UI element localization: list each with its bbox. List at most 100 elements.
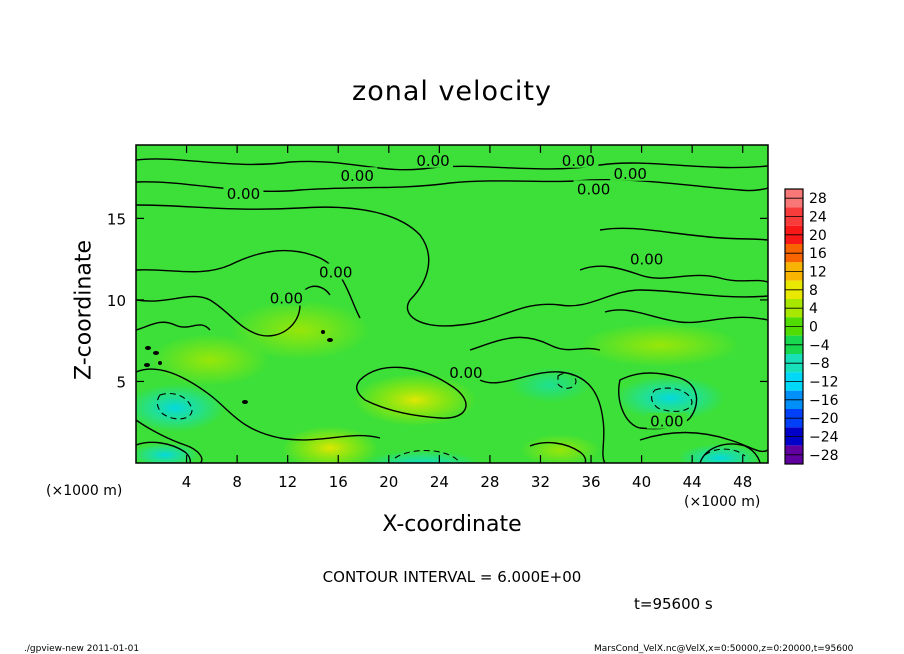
colorbar-label: 4 <box>809 301 818 317</box>
contour-line <box>136 249 361 319</box>
footer-left: ./gpview-new 2011-01-01 <box>24 644 140 654</box>
field-blob <box>580 323 740 367</box>
contour-label: 0.00 <box>650 413 683 431</box>
colorbar-label: −4 <box>809 338 830 354</box>
contour-line <box>618 372 698 430</box>
y-tick-label: 15 <box>107 210 126 228</box>
colorbar-label: 28 <box>809 191 827 207</box>
x-tick-label: 44 <box>683 473 702 491</box>
contour-label-bg <box>413 151 454 168</box>
chart-title: zonal velocity <box>352 76 552 107</box>
contour-label: 0.00 <box>416 152 449 170</box>
contour-line <box>599 227 768 241</box>
contour-label: 0.00 <box>319 263 352 281</box>
contour-label: 0.00 <box>270 290 303 308</box>
contour-line <box>604 309 768 324</box>
footer-right: MarsCond_VelX.nc@VelX,x=0:50000,z=0:2000… <box>594 644 854 654</box>
field-blob <box>615 376 725 420</box>
colorbar-label: 16 <box>809 246 827 262</box>
x-tick-label: 12 <box>278 473 297 491</box>
small-islands <box>144 330 333 404</box>
negative-contour <box>557 372 577 389</box>
small-island <box>321 330 325 334</box>
contour-label-bg <box>610 164 651 181</box>
colorbar-label: −20 <box>809 411 839 427</box>
contour-label-bg <box>337 167 378 184</box>
contour-label-bg <box>558 151 599 168</box>
x-axis-label: X-coordinate <box>382 512 522 537</box>
contour-label-bg <box>445 363 486 380</box>
contour-line <box>136 441 191 463</box>
colorbar-label: −24 <box>809 430 839 446</box>
contour-line <box>579 265 768 283</box>
contour-label: 0.00 <box>227 185 260 203</box>
x-ticks: 4 8 12 16 20 24 28 32 36 40 44 48 <box>182 145 752 491</box>
contour-label-bg <box>573 180 614 197</box>
contour-label-bg <box>223 185 264 202</box>
contour-label: 0.00 <box>614 165 647 183</box>
contour-label: 0.00 <box>562 152 595 170</box>
field-blob <box>520 434 600 463</box>
x-tick-label: 28 <box>480 473 499 491</box>
colorbar-label: −16 <box>809 393 839 409</box>
x-tick-label: 8 <box>232 473 242 491</box>
contour-label: 0.00 <box>630 250 663 268</box>
negative-contour <box>651 387 693 412</box>
x-tick-label: 36 <box>581 473 600 491</box>
colorbar-label: 12 <box>809 265 827 281</box>
negative-contour <box>704 448 746 457</box>
colorbar: 28 24 20 16 12 8 4 0 −4 −8 −12 −16 −20 −24 −28 <box>784 188 839 465</box>
field-blob <box>353 374 477 426</box>
x-tick-label: 24 <box>430 473 449 491</box>
field-blob <box>136 384 225 432</box>
negative-contour <box>156 392 193 420</box>
small-island <box>158 361 162 365</box>
contour-line <box>699 443 761 463</box>
contour-label: 0.00 <box>577 180 610 198</box>
contour-lines <box>136 158 768 463</box>
contour-line <box>529 441 587 463</box>
x-tick-label: 40 <box>632 473 651 491</box>
contour-line <box>136 419 203 463</box>
contour-field: 0.00 0.000.00 0.000.000.000.000.000.000.00… <box>136 145 768 463</box>
field-blob <box>678 444 762 463</box>
contour-label-bg <box>646 412 687 429</box>
colorbar-label: −12 <box>809 375 839 391</box>
contour-line <box>356 366 467 419</box>
colorbar-label: 24 <box>809 210 827 226</box>
x-unit-left: (×1000 m) <box>46 483 123 499</box>
plot-frame <box>135 144 769 464</box>
colorbar-label: −28 <box>809 448 839 464</box>
contour-label-bg <box>626 250 667 267</box>
field-blob <box>230 300 370 360</box>
contour-line <box>136 204 768 327</box>
contour-label-bg <box>315 263 356 280</box>
field-blob <box>363 450 481 463</box>
contour-interval-text: CONTOUR INTERVAL = 6.000E+00 <box>322 568 582 586</box>
small-island <box>145 346 151 350</box>
x-tick-label: 32 <box>531 473 550 491</box>
colorbar-label: 0 <box>809 320 818 336</box>
small-island <box>153 351 159 355</box>
contour-labels: 0.00 0.000.00 0.000.000.000.000.000.000.00… <box>223 151 687 431</box>
x-tick-label: 4 <box>182 473 192 491</box>
x-unit-right: (×1000 m) <box>684 494 761 510</box>
y-tick-label: 5 <box>116 373 126 391</box>
y-tick-label: 10 <box>107 292 126 310</box>
colorbar-label: −8 <box>809 356 830 372</box>
y-ticks: 5 10 15 <box>107 210 768 391</box>
small-island <box>144 363 150 367</box>
contour-line <box>136 368 381 441</box>
field-blob <box>150 334 270 386</box>
contour-line <box>136 321 211 331</box>
small-island <box>327 338 333 342</box>
field-blob <box>136 443 199 463</box>
contour-line <box>639 431 768 453</box>
contour-line <box>479 371 606 463</box>
contour-label: 0.00 <box>449 364 482 382</box>
time-label: t=95600 s <box>634 595 713 613</box>
contour-label: 0.00 <box>340 167 373 185</box>
contour-line <box>469 336 601 351</box>
negative-contours <box>156 372 746 463</box>
